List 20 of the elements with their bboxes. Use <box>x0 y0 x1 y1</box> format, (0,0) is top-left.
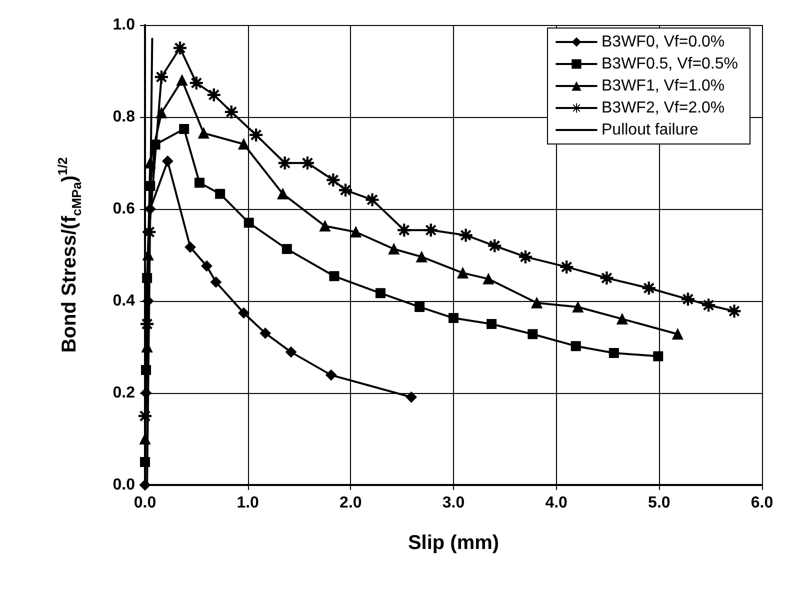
y-tick-label: 1.0 <box>112 16 136 34</box>
x-axis-title: Slip (mm) <box>408 532 500 554</box>
legend-label: B3WF0, Vf=0.0% <box>601 34 725 50</box>
y-tick-label: 0.8 <box>112 108 136 126</box>
x-tick-label: 5.0 <box>648 494 670 512</box>
legend-label: Pullout failure <box>601 122 699 138</box>
x-tick-label: 6.0 <box>750 494 774 512</box>
x-tick-label: 1.0 <box>236 494 260 512</box>
y-tick-label: 0.4 <box>112 292 136 310</box>
x-tick-label: 3.0 <box>442 494 465 512</box>
x-tick-label: 4.0 <box>545 494 568 512</box>
legend-label: B3WF2, Vf=2.0% <box>601 100 725 116</box>
x-tick-label: 2.0 <box>340 494 362 512</box>
y-axis-title: Bond Stress/(fcMPa)1/2 <box>55 157 84 353</box>
legend-label: B3WF1, Vf=1.0% <box>601 78 725 94</box>
y-tick-label: 0.2 <box>112 384 136 402</box>
legend-label: B3WF0.5, Vf=0.5% <box>601 56 738 72</box>
y-tick-label: 0.0 <box>112 476 136 494</box>
y-tick-label: 0.6 <box>112 200 136 218</box>
x-tick-label: 0.0 <box>134 494 156 512</box>
